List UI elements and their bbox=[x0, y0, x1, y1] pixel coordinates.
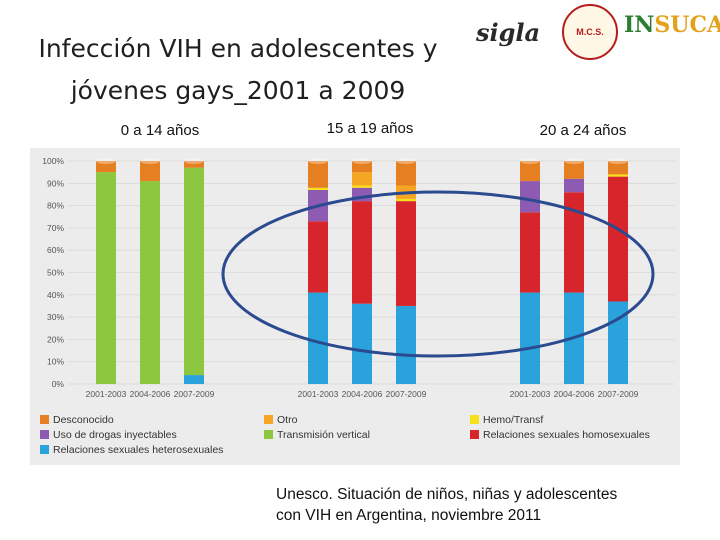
bar-segment-hetero bbox=[184, 375, 204, 384]
bar-segment-homo bbox=[396, 201, 416, 306]
legend-swatch-homo bbox=[470, 430, 479, 439]
legend-label-drogas: Uso de drogas inyectables bbox=[53, 429, 177, 441]
x-tick-label: 2007-2009 bbox=[174, 389, 215, 399]
bar-top-highlight bbox=[608, 158, 628, 164]
bar-segment-hetero bbox=[352, 303, 372, 384]
bar-segment-desconocido bbox=[140, 161, 160, 182]
y-tick-label: 100% bbox=[42, 156, 64, 166]
x-tick-label: 2004-2006 bbox=[130, 389, 171, 399]
bar-segment-vertical bbox=[140, 181, 160, 384]
y-tick-label: 90% bbox=[47, 178, 64, 188]
sigla-logo: sigla bbox=[476, 18, 541, 47]
y-tick-label: 40% bbox=[47, 290, 64, 300]
legend-label-hetero: Relaciones sexuales heterosexuales bbox=[53, 444, 223, 456]
group-label-0-14: 0 a 14 años bbox=[120, 122, 200, 139]
legend-label-vertical: Transmisión vertical bbox=[277, 429, 370, 441]
bar-segment-desconocido bbox=[396, 161, 416, 186]
bar-top-highlight bbox=[140, 158, 160, 164]
bar-segment-homo bbox=[564, 192, 584, 293]
logo-area: sigla M.C.S. INSUCAP bbox=[470, 0, 720, 72]
bar-segment-hemo bbox=[308, 187, 328, 190]
group-label-20-24: 20 a 24 años bbox=[539, 122, 627, 139]
bar-segment-desconocido bbox=[608, 161, 628, 175]
y-tick-label: 30% bbox=[47, 312, 64, 322]
bar-top-highlight bbox=[564, 158, 584, 164]
source-citation: Unesco. Situación de niños, niñas y adol… bbox=[276, 484, 706, 526]
legend-swatch-drogas bbox=[40, 430, 49, 439]
bar-segment-desconocido bbox=[564, 161, 584, 179]
legend-label-desconocido: Desconocido bbox=[53, 414, 114, 426]
y-tick-label: 60% bbox=[47, 245, 64, 255]
bar-segment-hemo bbox=[396, 198, 416, 202]
legend-swatch-desconocido bbox=[40, 415, 49, 424]
highlight-ellipse bbox=[221, 190, 655, 358]
bar-segment-homo bbox=[520, 212, 540, 293]
bar-segment-hetero bbox=[520, 292, 540, 384]
legend-swatch-vertical bbox=[264, 430, 273, 439]
stacked-bar-chart: 0% 10% 20% 30% 40% 50% 60% 70% 80% 90% 100% 2001-20… bbox=[40, 156, 675, 456]
legend-label-otro: Otro bbox=[277, 414, 298, 426]
legend-swatch-otro bbox=[264, 415, 273, 424]
bar-segment-drogas bbox=[520, 181, 540, 213]
bar-segment-vertical bbox=[184, 167, 204, 376]
mcs-seal-logo: M.C.S. bbox=[562, 4, 618, 60]
y-tick-label: 80% bbox=[47, 201, 64, 211]
slide-title-line-2: jóvenes gays_2001 a 2009 bbox=[70, 76, 406, 105]
bar-segment-drogas bbox=[564, 178, 584, 193]
bar-segment-hetero bbox=[396, 305, 416, 384]
insucap-logo: INSUCAP bbox=[624, 12, 720, 38]
y-tick-label: 20% bbox=[47, 334, 64, 344]
source-line-2: con VIH en Argentina, noviembre 2011 bbox=[276, 507, 542, 524]
x-tick-label: 2004-2006 bbox=[342, 389, 383, 399]
slide-title-line-1: Infección VIH en adolescentes y bbox=[38, 34, 438, 63]
chart-panel: 0% 10% 20% 30% 40% 50% 60% 70% 80% 90% 100% 2001-20… bbox=[30, 148, 680, 465]
bar-segment-homo bbox=[352, 201, 372, 304]
x-tick-label: 2001-2003 bbox=[86, 389, 127, 399]
bar-top-highlight bbox=[308, 158, 328, 164]
x-tick-label: 2007-2009 bbox=[386, 389, 427, 399]
bar-top-highlight bbox=[352, 158, 372, 164]
slide-title: Infección VIH en adolescentes y jóvenes … bbox=[18, 28, 458, 112]
insucap-logo-sucap: SUCAP bbox=[654, 12, 720, 38]
y-tick-label: 70% bbox=[47, 223, 64, 233]
legend-swatch-hetero bbox=[40, 445, 49, 454]
group-label-15-19: 15 a 19 años bbox=[326, 120, 414, 137]
bar-segment-vertical bbox=[96, 172, 116, 384]
x-tick-label: 2001-2003 bbox=[510, 389, 551, 399]
x-tick-label: 2001-2003 bbox=[298, 389, 339, 399]
bar-top-highlight bbox=[96, 158, 116, 164]
bar-segment-homo bbox=[608, 176, 628, 302]
legend-label-hemo: Hemo/Transf bbox=[483, 414, 543, 426]
bar-segment-otro bbox=[352, 172, 372, 186]
insucap-logo-in: IN bbox=[624, 12, 655, 38]
bar-segment-desconocido bbox=[520, 161, 540, 182]
bar-top-highlight bbox=[396, 158, 416, 164]
source-line-1: Unesco. Situación de niños, niñas y adol… bbox=[276, 486, 618, 503]
legend-label-homo: Relaciones sexuales homosexuales bbox=[483, 429, 650, 441]
x-tick-label: 2007-2009 bbox=[598, 389, 639, 399]
bar-segment-desconocido bbox=[184, 161, 204, 168]
bar-segment-desconocido bbox=[96, 161, 116, 173]
bar-segment-hemo bbox=[352, 185, 372, 188]
bar-segment-desconocido bbox=[308, 161, 328, 188]
legend-swatch-hemo bbox=[470, 415, 479, 424]
bar-segment-hetero bbox=[308, 292, 328, 384]
bar-segment-hemo bbox=[608, 174, 628, 177]
bar-segment-desconocido bbox=[352, 161, 372, 173]
y-tick-label: 10% bbox=[47, 357, 64, 367]
bar-segment-homo bbox=[308, 221, 328, 293]
bar-top-highlight bbox=[520, 158, 540, 164]
y-tick-label: 0% bbox=[52, 379, 65, 389]
x-tick-label: 2004-2006 bbox=[554, 389, 595, 399]
y-tick-label: 50% bbox=[47, 268, 64, 278]
bar-top-highlight bbox=[184, 158, 204, 164]
